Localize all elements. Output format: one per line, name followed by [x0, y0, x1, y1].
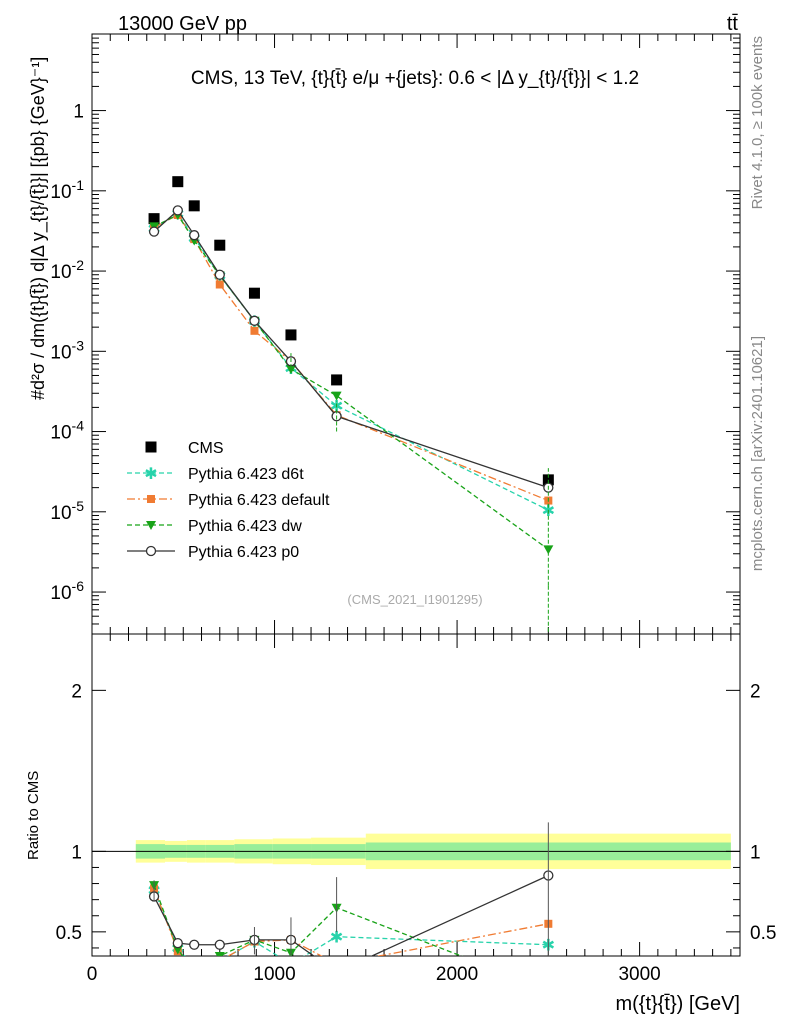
- side-label-top: Rivet 4.1.0, ≥ 100k events: [749, 36, 766, 209]
- ratio-point: [172, 937, 183, 949]
- ratio-point: ✱: [330, 930, 343, 947]
- data-point: [172, 176, 184, 188]
- ratio-point: [172, 945, 183, 955]
- data-point: [148, 213, 160, 225]
- legend-marker: [145, 441, 157, 453]
- ratio-series-clipped: ✱✱✱✱✱: [147, 822, 555, 956]
- watermark: (CMS_2021_I1901295): [347, 592, 482, 607]
- ratio-ylabel: Ratio to CMS: [25, 771, 42, 860]
- data-point: [331, 374, 343, 386]
- data-point: [331, 391, 342, 401]
- series-cms: [148, 176, 554, 486]
- ratio-line: [153, 888, 549, 956]
- ratio-series-group: ✱✱✱✱✱: [147, 822, 555, 956]
- data-point: [543, 545, 554, 555]
- main-axis-ticks: 1 10-1 10-2 10-3 10-4 10-5 10-6: [50, 33, 740, 635]
- header-right: tt̄: [727, 13, 739, 35]
- y-tick-label: 10-5: [50, 498, 84, 524]
- ratio-y-tick-label: 1: [71, 842, 82, 863]
- data-point: [248, 287, 260, 299]
- main-error-bars: [290, 353, 549, 634]
- ratio-y-tick-label: 2: [71, 681, 82, 702]
- data-point: [148, 226, 160, 237]
- y-tick-label: 1: [73, 102, 84, 123]
- legend-label: CMS: [188, 440, 224, 457]
- ratio-plot-panel: 0.5 0.5 1 1 2 2 0 1000 2000 3000 ✱✱✱✱✱ Ratio to C…: [25, 633, 776, 1015]
- ratio-point: [214, 952, 225, 956]
- ratio-plot-frame: [91, 633, 741, 957]
- data-point: [215, 280, 224, 289]
- legend-label: Pythia 6.423 default: [188, 492, 330, 509]
- ratio-y-tick-label: 0.5: [56, 923, 82, 944]
- ratio-series-pythia-6-423-p0: [148, 870, 554, 956]
- legend-marker: [146, 521, 156, 530]
- series-pythia-6-423-default: [150, 210, 553, 505]
- ratio-y-tick-label-right: 1: [750, 842, 761, 863]
- ratio-line: [153, 884, 463, 956]
- data-point: [285, 365, 296, 375]
- x-tick-label: 3000: [618, 964, 660, 985]
- data-point: [188, 200, 200, 212]
- data-point: [214, 269, 225, 280]
- main-ylabel: #d²σ / dm({t}{t̄}) d|Δ y_{t}/{t̄}}| [{pb…: [28, 57, 49, 400]
- legend: CMS ✱ Pythia 6.423 d6t Pythia 6.423 default…: [127, 440, 330, 561]
- y-tick-label: 10-3: [50, 337, 84, 363]
- data-point: [214, 239, 226, 251]
- series-line: [153, 214, 549, 502]
- y-tick-label: 10-2: [50, 257, 84, 283]
- ratio-line: [153, 874, 549, 956]
- ratio-point: [189, 939, 200, 950]
- x-tick-label: 2000: [436, 964, 478, 985]
- ratio-y-tick-label-right: 2: [750, 681, 761, 702]
- legend-marker: ✱: [144, 466, 157, 483]
- legend-label: Pythia 6.423 dw: [188, 518, 302, 535]
- ratio-xlabel: m({t}{t̄}) [GeV]: [615, 993, 740, 1015]
- y-tick-label: 10-4: [50, 418, 84, 444]
- header-left: 13000 GeV pp: [118, 13, 247, 35]
- legend-marker: [147, 495, 155, 503]
- data-point: [189, 230, 200, 241]
- ratio-y-tick-label-right: 0.5: [750, 923, 776, 944]
- legend-label: Pythia 6.423 p0: [188, 544, 299, 561]
- main-plot-panel: 1 10-1 10-2 10-3 10-4 10-5 10-6 CMS, 13 TeV, {…: [28, 33, 741, 635]
- series-pythia-6-423-p0: [148, 205, 554, 493]
- x-tick-label: 1000: [253, 964, 295, 985]
- data-point: [250, 326, 259, 335]
- ratio-axis-ticks: 0.5 0.5 1 1 2 2 0 1000 2000 3000: [56, 634, 776, 985]
- ratio-point: [214, 939, 225, 950]
- data-point: [172, 205, 183, 216]
- legend-marker: [145, 545, 157, 557]
- side-label-bottom: mcplots.cern.ch [arXiv:2401.10621]: [749, 336, 766, 571]
- main-title: CMS, 13 TeV, {t}{t̄} e/μ +{jets}: 0.6 < …: [191, 68, 639, 89]
- y-tick-label: 10-6: [50, 578, 84, 604]
- data-point: [249, 315, 260, 326]
- x-tick-label: 0: [87, 964, 98, 985]
- main-series-group: ✱✱✱✱✱✱✱✱: [147, 176, 555, 634]
- y-tick-label: 10-1: [50, 177, 84, 203]
- legend-label: Pythia 6.423 d6t: [188, 466, 304, 483]
- ratio-uncertainty-band: [92, 833, 740, 870]
- data-point: [285, 329, 297, 341]
